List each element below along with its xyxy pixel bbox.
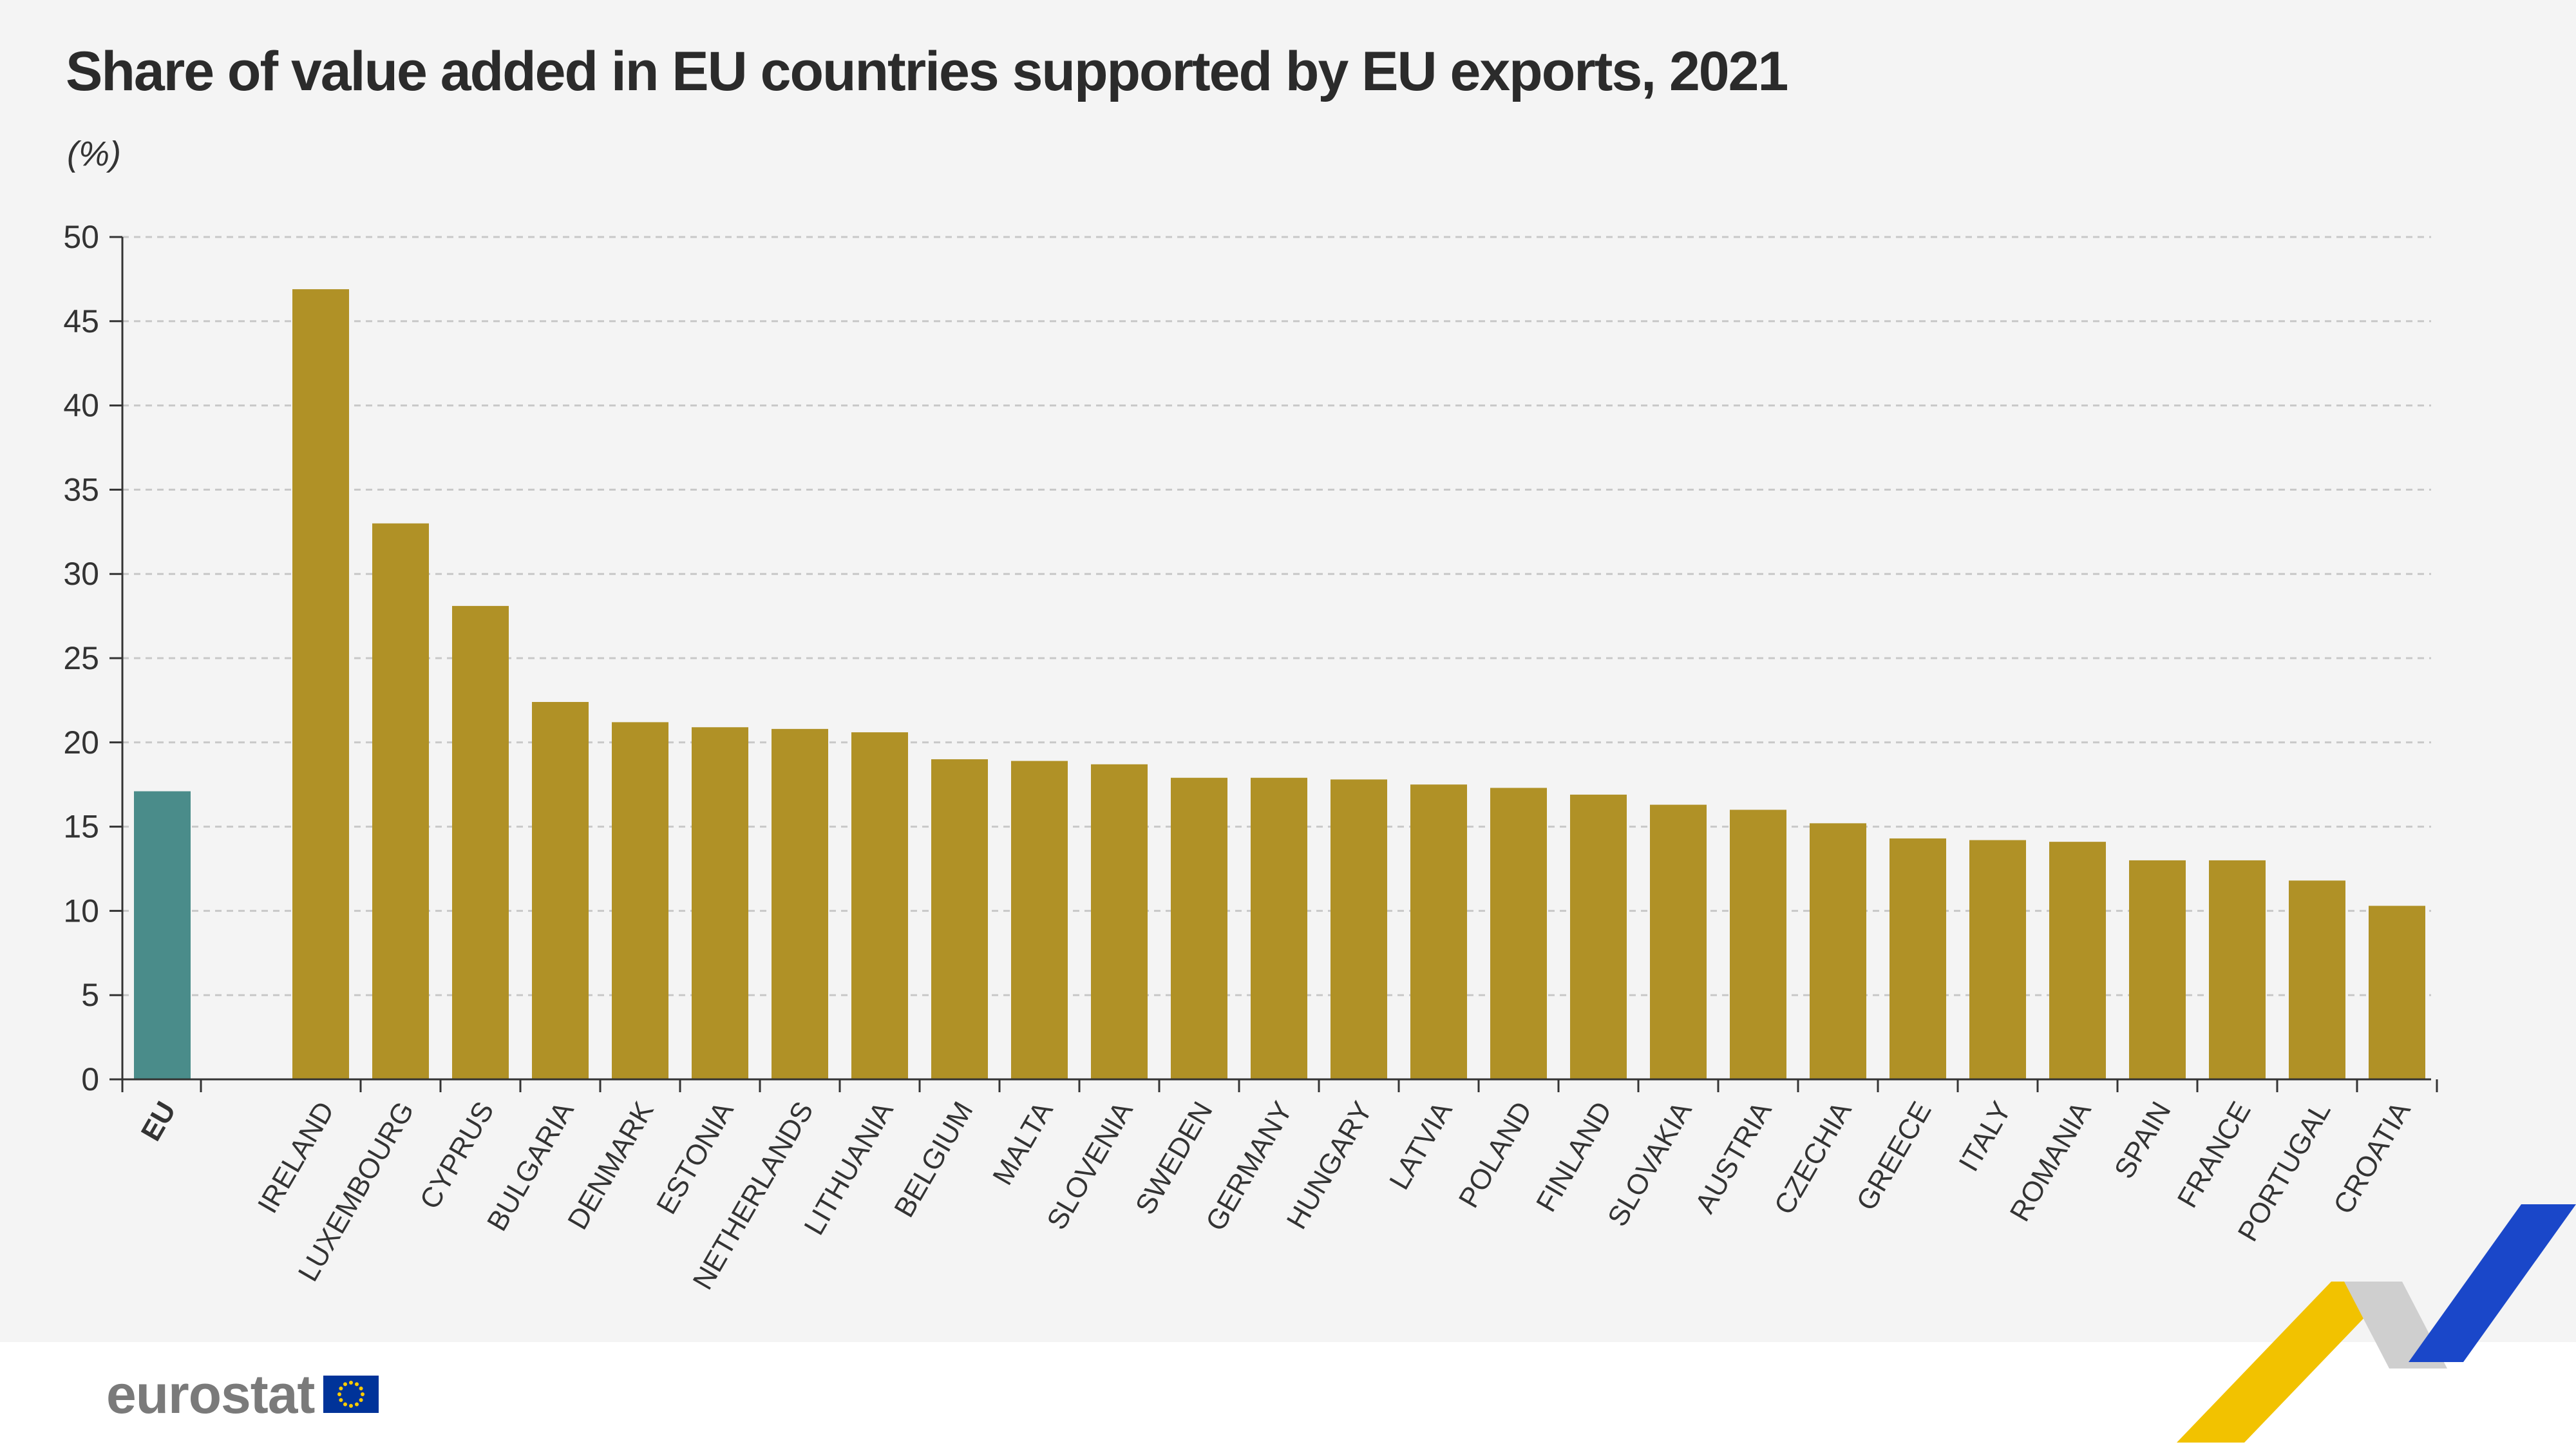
bar-finland bbox=[1570, 794, 1627, 1079]
x-tick-label: CROATIA bbox=[2327, 1096, 2417, 1220]
eurostat-logo: eurostat bbox=[106, 1359, 379, 1430]
x-tick-label: EU bbox=[135, 1097, 182, 1146]
x-tick-label: LATVIA bbox=[1383, 1096, 1459, 1195]
x-axis-labels: EU IRELANDLUXEMBOURGCYPRUSBULGARIADENMARK… bbox=[121, 1079, 2438, 1295]
y-tick-label: 50 bbox=[63, 219, 99, 255]
y-tick-label: 20 bbox=[63, 724, 99, 761]
chart-background: Share of value added in EU countries sup… bbox=[0, 0, 2576, 1342]
bar-slovenia bbox=[1091, 764, 1148, 1079]
x-tick-label: FRANCE bbox=[2172, 1097, 2257, 1213]
y-tick-label: 10 bbox=[63, 893, 99, 929]
x-tick-label: BELGIUM bbox=[888, 1097, 979, 1223]
x-tick-label: POLAND bbox=[1453, 1097, 1539, 1213]
bar-belgium bbox=[931, 759, 988, 1079]
y-axis-ticks: 0 5 10 15 20 25 30 35 40 45 50 bbox=[63, 219, 122, 1097]
bar-netherlands bbox=[772, 728, 828, 1079]
bar-denmark bbox=[612, 722, 668, 1079]
bar-cyprus bbox=[452, 605, 509, 1079]
x-tick-label: ROMANIA bbox=[2004, 1096, 2098, 1227]
bar-slovakia bbox=[1650, 804, 1707, 1079]
x-tick-label: MALTA bbox=[987, 1096, 1059, 1190]
bar-hungary bbox=[1331, 779, 1387, 1079]
bar-germany bbox=[1251, 777, 1307, 1079]
bar-france bbox=[2209, 860, 2266, 1079]
y-tick-label: 45 bbox=[63, 303, 99, 339]
y-tick-label: 35 bbox=[63, 471, 99, 507]
bar-austria bbox=[1730, 810, 1786, 1079]
y-tick-label: 15 bbox=[63, 809, 99, 845]
bar-italy bbox=[1969, 840, 2026, 1079]
bar-sweden bbox=[1171, 777, 1227, 1079]
x-tick-label: FINLAND bbox=[1530, 1097, 1618, 1218]
bar-latvia bbox=[1410, 784, 1467, 1079]
y-tick-label: 25 bbox=[63, 640, 99, 676]
eurostat-wordmark: eurostat bbox=[106, 1363, 315, 1425]
x-tick-label: SLOVAKIA bbox=[1602, 1096, 1698, 1232]
x-tick-label: SPAIN bbox=[2108, 1097, 2177, 1184]
bar-bulgaria bbox=[532, 702, 589, 1079]
bar-portugal bbox=[2289, 880, 2345, 1079]
y-tick-label: 40 bbox=[63, 388, 99, 424]
bar-ireland bbox=[292, 289, 349, 1080]
x-tick-label: IRELAND bbox=[252, 1097, 341, 1219]
bar-eu bbox=[134, 791, 191, 1079]
bar-croatia bbox=[2369, 905, 2425, 1079]
x-tick-label: CZECHIA bbox=[1768, 1096, 1858, 1220]
decorative-ribbon-icon bbox=[2177, 1204, 2576, 1443]
bar-czechia bbox=[1810, 823, 1866, 1079]
bar-romania bbox=[2049, 842, 2106, 1079]
bar-luxembourg bbox=[372, 523, 429, 1079]
x-tick-label: GREECE bbox=[1850, 1097, 1937, 1216]
y-tick-label: 5 bbox=[81, 977, 99, 1013]
bar-greece bbox=[1889, 838, 1946, 1079]
x-tick-label: AUSTRIA bbox=[1689, 1096, 1778, 1218]
bar-poland bbox=[1490, 788, 1547, 1079]
y-tick-label: 0 bbox=[81, 1061, 99, 1097]
bar-spain bbox=[2129, 860, 2186, 1079]
bars bbox=[134, 289, 2425, 1080]
eu-flag-icon bbox=[323, 1376, 379, 1413]
x-tick-label: SWEDEN bbox=[1130, 1097, 1219, 1220]
x-tick-label: ESTONIA bbox=[650, 1096, 740, 1220]
x-tick-label: CYPRUS bbox=[414, 1097, 500, 1215]
bar-malta bbox=[1011, 761, 1068, 1079]
bar-estonia bbox=[692, 727, 748, 1079]
chart-title: Share of value added in EU countries sup… bbox=[66, 41, 1788, 102]
y-tick-label: 30 bbox=[63, 556, 99, 592]
x-tick-label: ITALY bbox=[1953, 1097, 2017, 1177]
bar-lithuania bbox=[851, 732, 908, 1079]
unit-label: (%) bbox=[67, 135, 121, 173]
